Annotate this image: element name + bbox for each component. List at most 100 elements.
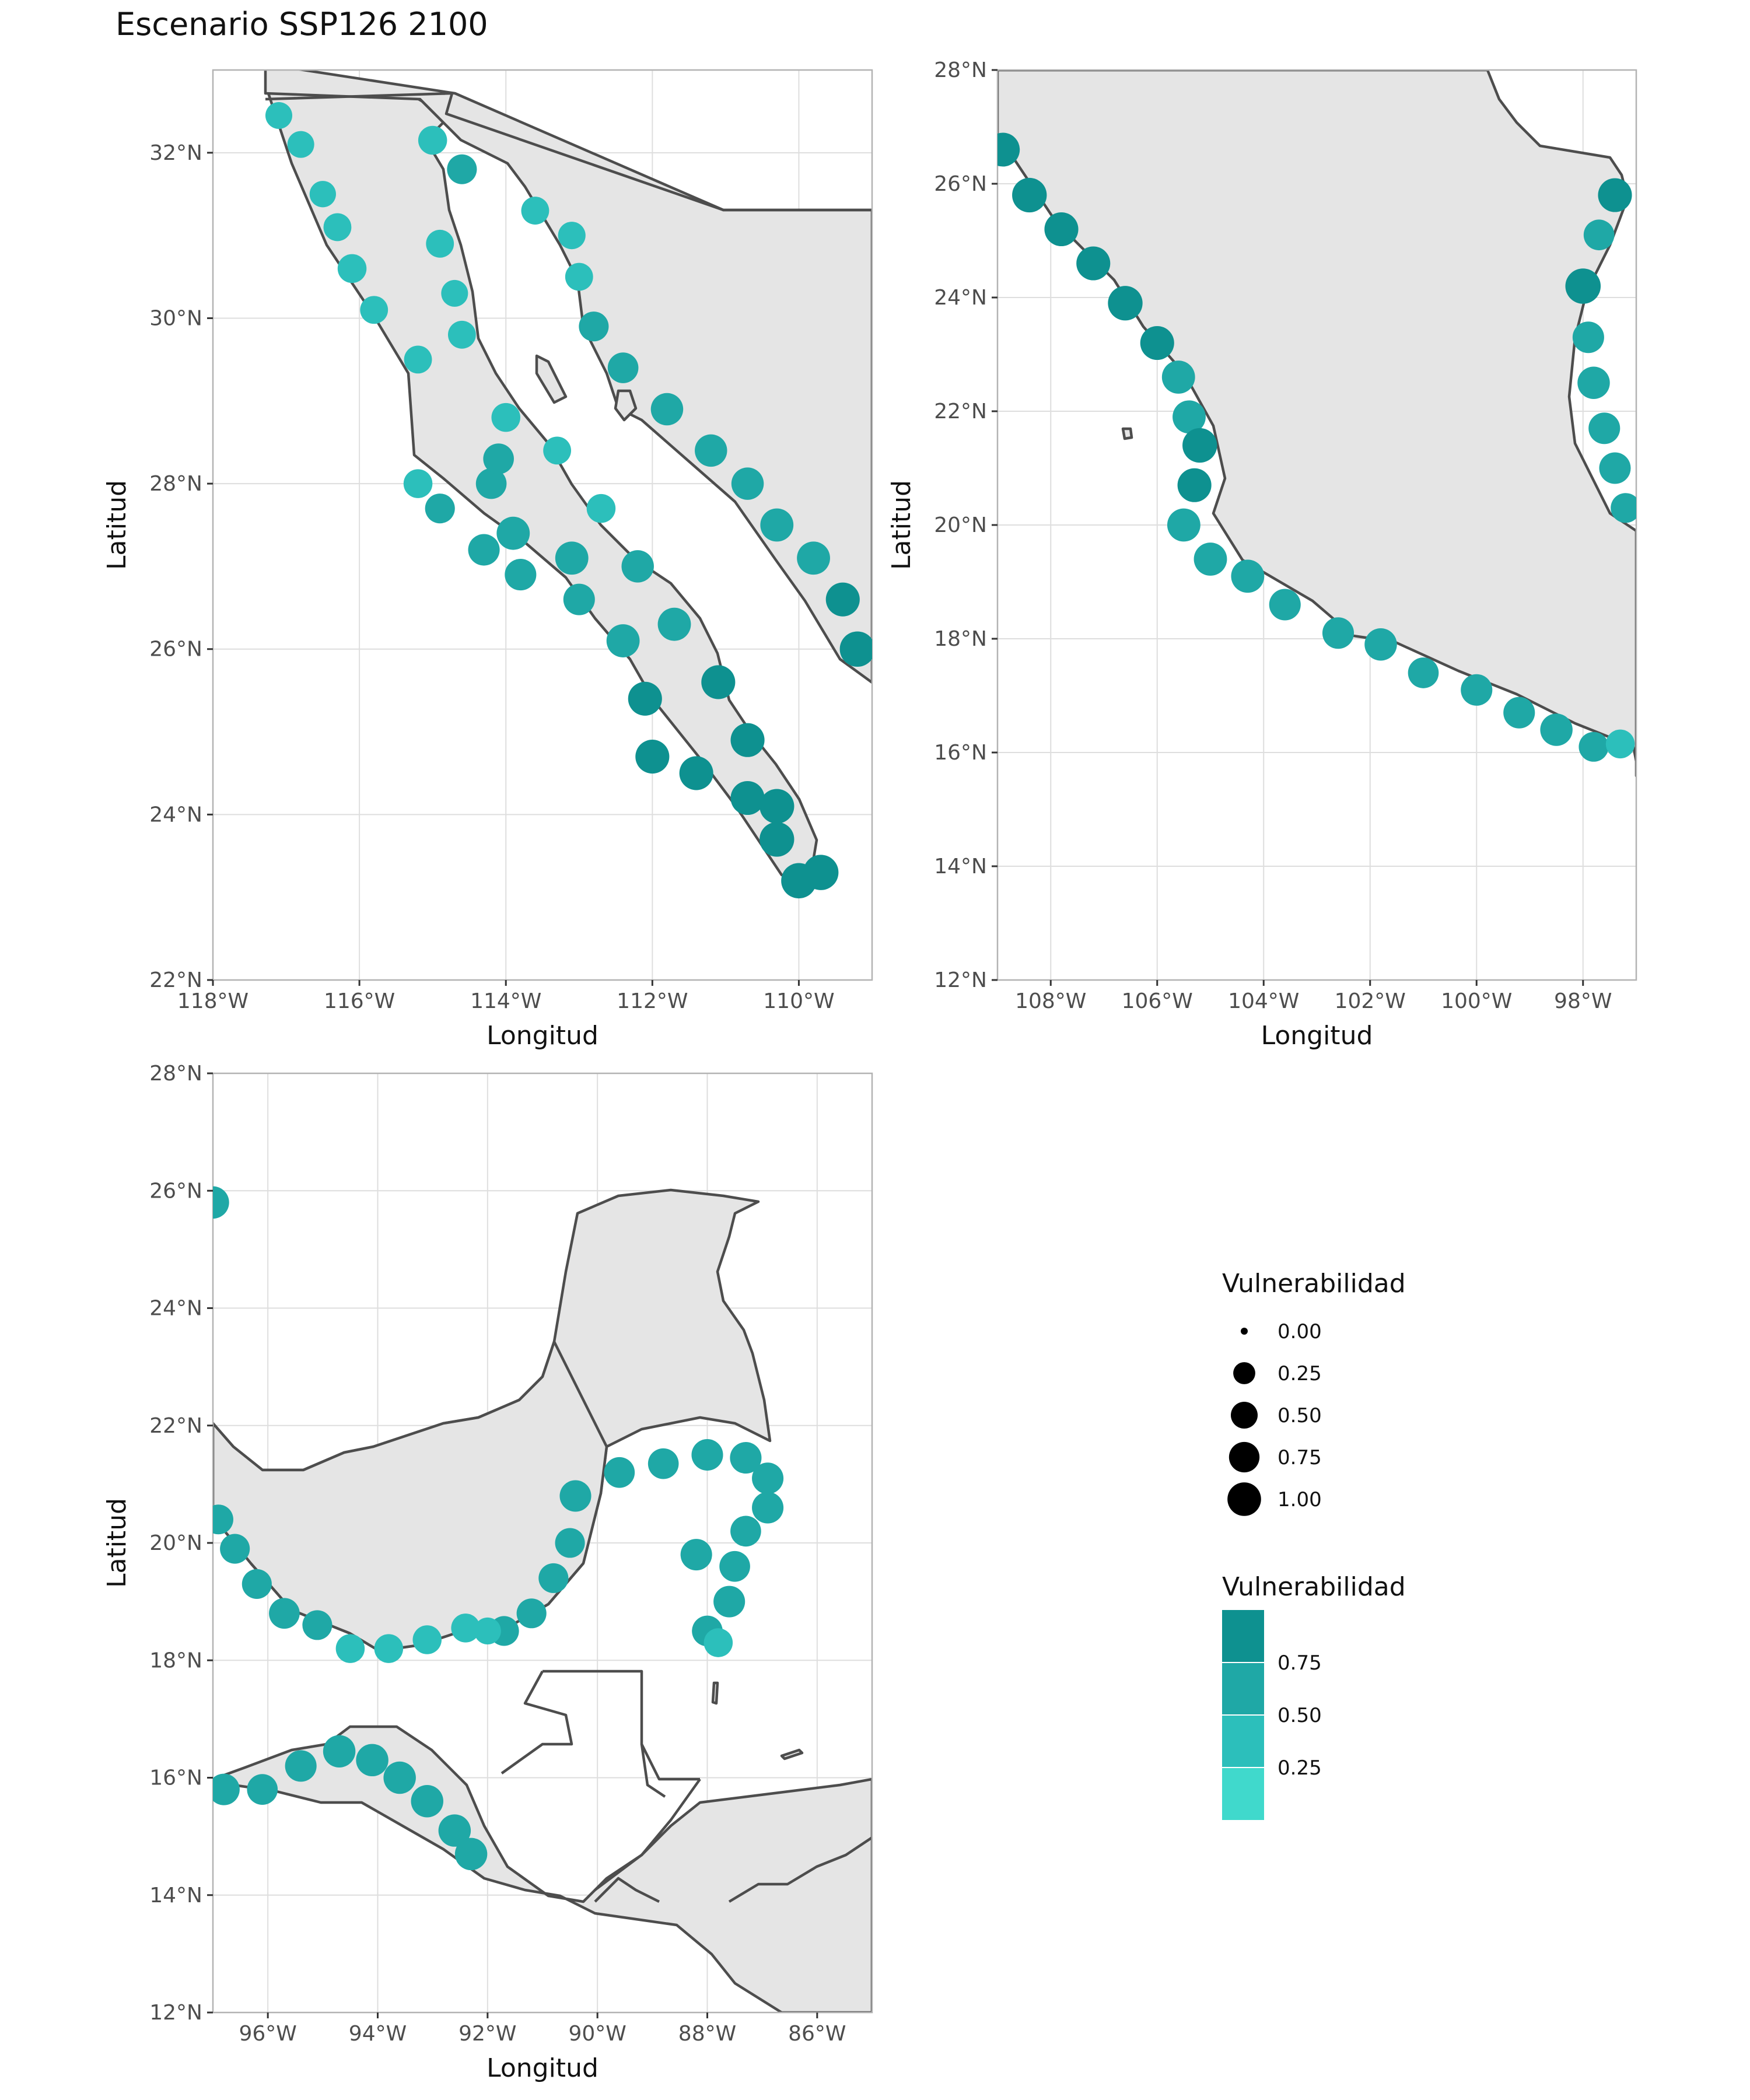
data-point: [648, 1448, 679, 1479]
y-tick-label: 24°N: [934, 286, 987, 310]
data-point: [559, 1480, 592, 1512]
x-tick-label: 98°W: [1554, 989, 1612, 1013]
y-tick-label: 16°N: [149, 1766, 202, 1790]
data-point: [998, 132, 1020, 167]
data-point: [1598, 178, 1632, 212]
y-axis-label: Latitud: [887, 480, 916, 570]
data-point: [496, 516, 530, 550]
data-point: [360, 296, 388, 324]
data-point: [701, 665, 736, 699]
data-point: [803, 855, 839, 890]
data-point: [447, 154, 477, 184]
x-tick-label: 106°W: [1122, 989, 1193, 1013]
size-legend: 0.00 0.25 0.50 0.75 1.00: [1227, 1320, 1322, 1516]
size-legend-label: 0.00: [1278, 1320, 1322, 1343]
y-tick-label: 18°N: [149, 1648, 202, 1672]
data-point: [628, 681, 662, 716]
data-point: [1012, 177, 1047, 213]
data-point: [538, 1563, 569, 1593]
border-nicaragua: [728, 1836, 872, 1903]
data-point: [213, 1186, 229, 1219]
data-point: [1503, 696, 1535, 729]
legend-size-title: Vulnerabilidad: [1222, 1269, 1406, 1298]
map-panel-baja[interactable]: 118°W 116°W 114°W 112°W 110°W 22°N 24°N 26°N 28°…: [0, 0, 1750, 1051]
data-point: [1540, 713, 1573, 746]
land-layer: [213, 1188, 872, 2013]
data-point: [213, 1773, 240, 1805]
data-point: [1408, 657, 1439, 688]
map-panel-pacific-south[interactable]: 108°W 106°W 104°W 102°W 100°W 98°W 12°N 14°N 16°…: [0, 0, 1750, 1051]
data-point: [730, 723, 765, 757]
data-point: [760, 508, 794, 542]
data-point: [563, 583, 595, 615]
island-isla-maria: [1121, 427, 1133, 440]
data-point: [730, 1516, 761, 1547]
x-tick-label: 102°W: [1335, 989, 1406, 1013]
border-guatemala-belize: [640, 1744, 666, 1798]
y-tick-label: 22°N: [934, 400, 987, 424]
y-tick-label: 16°N: [934, 741, 987, 765]
data-point: [521, 197, 550, 225]
y-tick-label: 20°N: [149, 1531, 202, 1555]
land-central-america: [213, 1725, 872, 2013]
data-point: [356, 1744, 388, 1777]
y-axis-label: Latitud: [102, 1498, 132, 1588]
border-honduras: [594, 1778, 701, 1891]
data-point: [302, 1610, 332, 1640]
x-tick-label: 86°W: [788, 2022, 846, 2046]
size-legend-dot: [1233, 1362, 1255, 1384]
data-point: [760, 789, 794, 824]
data-point: [1599, 452, 1631, 484]
y-tick-label: 28°N: [149, 472, 202, 496]
data-point: [579, 312, 609, 342]
data-point: [1182, 428, 1217, 463]
data-point: [1611, 493, 1636, 523]
panel-frame: [212, 69, 873, 981]
data-point: [1177, 468, 1212, 502]
data-point: [730, 780, 765, 816]
data-point: [680, 1539, 712, 1571]
data-point: [411, 1785, 443, 1818]
y-tick-label: 14°N: [149, 1884, 202, 1908]
data-point: [760, 822, 794, 857]
data-point: [586, 494, 616, 523]
data-point: [505, 559, 537, 591]
land-layer: [264, 70, 872, 877]
data-point: [1161, 360, 1195, 394]
data-point: [441, 279, 468, 307]
data-point: [1076, 246, 1111, 281]
land-chiapas-guatemala: [213, 1340, 608, 1653]
colorbar-band-midhigh: [1222, 1662, 1264, 1715]
x-tick-label: 94°W: [349, 2022, 407, 2046]
data-point: [404, 345, 432, 374]
data-point: [719, 1550, 750, 1582]
data-point: [1044, 212, 1079, 247]
colorbar-label: 0.50: [1278, 1704, 1322, 1727]
island-angel: [614, 389, 638, 422]
data-point: [555, 541, 589, 575]
data-point: [451, 1614, 480, 1643]
data-point: [543, 436, 572, 465]
data-point: [438, 1814, 471, 1847]
data-point: [247, 1774, 278, 1805]
data-point: [323, 1735, 356, 1768]
data-point: [730, 1442, 762, 1474]
land-layer: [998, 70, 1636, 778]
border-guatemala-south: [501, 1670, 573, 1774]
data-point: [1364, 628, 1397, 661]
size-legend-dot: [1230, 1401, 1258, 1429]
y-tick-label: 28°N: [934, 58, 987, 82]
data-point: [335, 1634, 365, 1663]
x-tick-label: 118°W: [177, 989, 249, 1013]
data-point: [1140, 326, 1174, 360]
data-point: [704, 1628, 733, 1657]
data-point: [309, 181, 336, 208]
y-tick-label: 26°N: [149, 638, 202, 662]
data-point: [607, 352, 639, 383]
data-point: [555, 1528, 585, 1558]
data-point: [1572, 321, 1604, 354]
data-point: [337, 254, 367, 284]
data-point: [1577, 366, 1610, 399]
